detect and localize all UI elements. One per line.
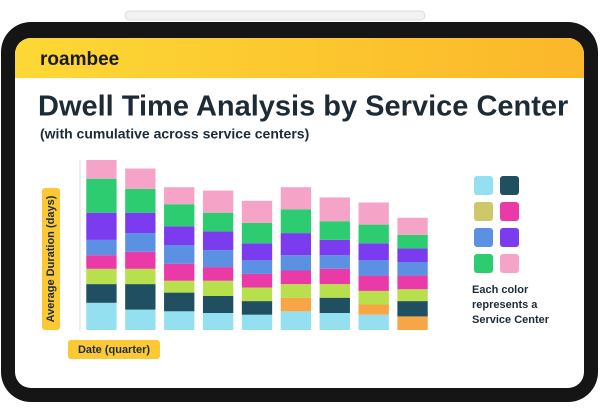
bar-segment: [280, 270, 312, 285]
bar-segment: [164, 292, 195, 312]
bar-segment: [319, 255, 350, 269]
bar-segment: [86, 302, 117, 330]
x-label-box: [68, 340, 160, 359]
bar-segment: [125, 251, 156, 269]
bar-segment: [280, 255, 312, 271]
y-label-box: [42, 188, 60, 330]
legend-swatch: [500, 254, 519, 273]
bar-segment: [202, 212, 234, 232]
bar-segment: [397, 217, 428, 235]
bar-segment: [358, 314, 389, 330]
bar-segment: [280, 297, 312, 312]
bar-segment: [202, 250, 234, 268]
bar-segment: [125, 168, 156, 189]
bar-segment: [358, 224, 389, 244]
bar-segment: [164, 280, 195, 293]
bar-segment: [358, 202, 389, 225]
bar-segment: [125, 212, 156, 234]
bar-segment: [241, 243, 273, 261]
bar-segment: [241, 200, 273, 223]
bar-segment: [86, 268, 117, 285]
bar-segment: [125, 268, 156, 285]
bar-segment: [397, 316, 428, 330]
bar-segment: [164, 226, 195, 245]
bar-segment: [86, 255, 117, 269]
bar-segment: [280, 209, 312, 234]
bar-segment: [319, 268, 350, 285]
bar-segment: [280, 233, 312, 256]
bar-segment: [397, 289, 428, 302]
bar-segment: [86, 160, 117, 179]
bar-segment: [319, 297, 350, 313]
y-axis-label: Average Duration (days): [45, 195, 57, 322]
bar-segment: [125, 309, 156, 330]
bar-segment: [358, 275, 389, 291]
bar-segment: [241, 260, 273, 274]
bar-segment: [397, 275, 428, 290]
bar-segment: [358, 260, 389, 276]
legend-swatch: [500, 176, 519, 195]
legend-swatch: [474, 254, 493, 273]
bar-segment: [164, 245, 195, 264]
bar-segment: [164, 187, 195, 205]
legend-swatch: [500, 202, 519, 221]
bar-segment: [319, 313, 350, 330]
bar-segment: [125, 284, 156, 310]
legend-note: represents a: [472, 299, 538, 311]
bar-segment: [86, 284, 117, 303]
x-axis-label: Date (quarter): [78, 344, 150, 356]
bar-segment: [86, 178, 117, 213]
legend-note: Service Center: [472, 314, 550, 326]
bar-segment: [358, 243, 389, 261]
bar-segment: [202, 280, 234, 296]
bar-segment: [202, 231, 234, 251]
bar-segment: [397, 234, 428, 249]
chart-subtitle: (with cumulative across service centers): [40, 126, 309, 142]
bar-segment: [241, 314, 273, 330]
bar-segment: [319, 239, 350, 256]
bar-segment: [241, 273, 273, 288]
bar-segment: [319, 284, 350, 298]
bar-segment: [202, 190, 234, 213]
bar-segment: [358, 304, 389, 315]
bar-segment: [319, 197, 350, 222]
legend-swatch: [474, 228, 493, 247]
bar-segment: [397, 262, 428, 276]
brand: roambee: [40, 49, 119, 70]
bar-segment: [280, 311, 312, 330]
chart-title: Dwell Time Analysis by Service Center: [38, 91, 568, 123]
bar-segment: [358, 290, 389, 305]
bar-segment: [319, 221, 350, 240]
legend-swatch: [500, 228, 519, 247]
bar-segment: [241, 287, 273, 302]
bar-segment: [202, 296, 234, 313]
bar-segment: [397, 301, 428, 317]
bar-segment: [164, 204, 195, 227]
bar-segment: [241, 222, 273, 244]
bar-segment: [280, 284, 312, 298]
legend-note: Each color: [472, 284, 529, 296]
bar-segment: [202, 267, 234, 281]
bar-segment: [397, 248, 428, 262]
bar-segment: [164, 263, 195, 281]
bar-segment: [86, 239, 117, 256]
legend-swatch: [474, 202, 493, 221]
bar-segment: [202, 313, 234, 330]
legend-swatch: [474, 176, 493, 195]
bar-segment: [164, 311, 195, 330]
bar-segment: [86, 212, 117, 240]
header-bar: [15, 38, 584, 78]
pencil: [124, 10, 426, 21]
bar-segment: [241, 301, 273, 315]
bar-segment: [280, 187, 312, 210]
bar-segment: [125, 233, 156, 252]
bar-segment: [125, 188, 156, 213]
